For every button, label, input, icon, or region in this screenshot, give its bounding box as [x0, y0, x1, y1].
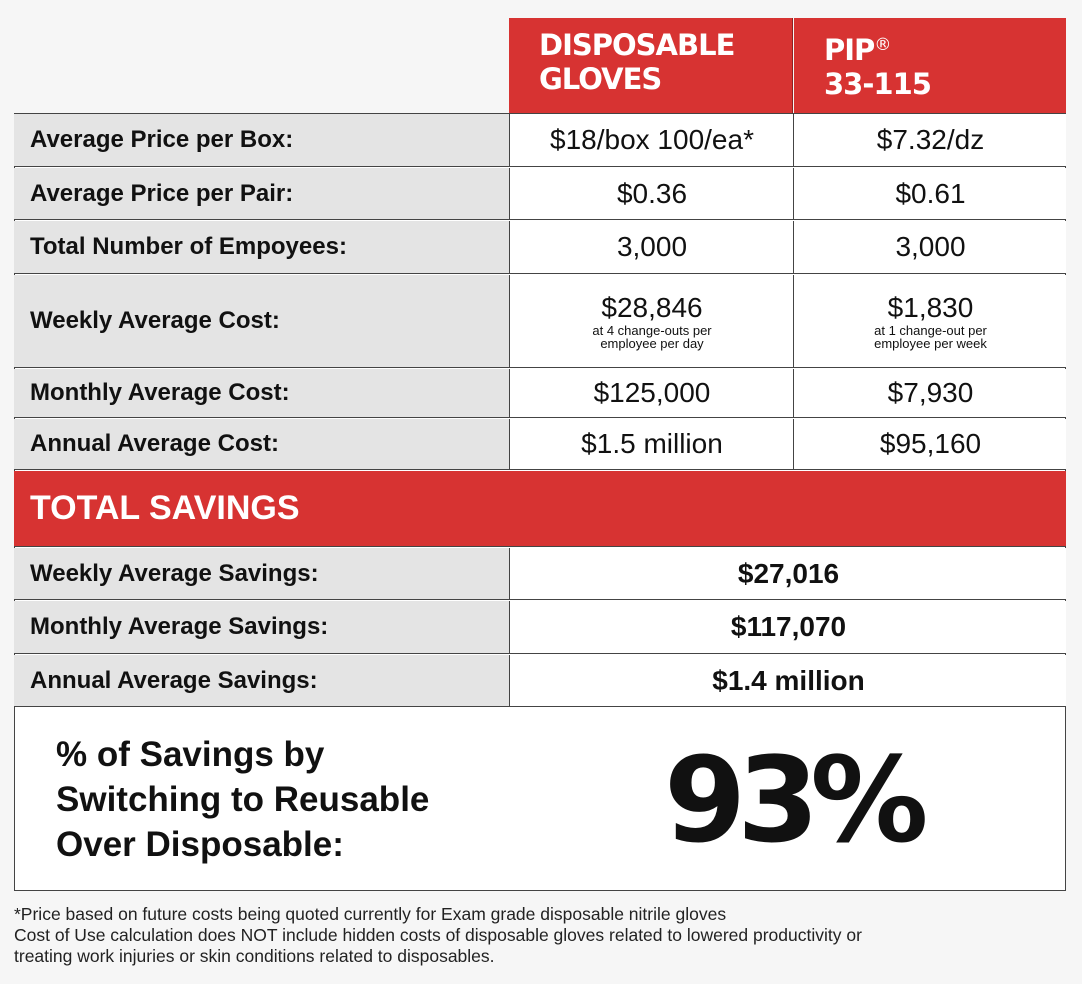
percent-label-line: Over Disposable: [56, 825, 344, 864]
table-row: Weekly Average Savings: $27,016 [14, 548, 1066, 600]
table-row: Weekly Average Cost: $28,846 at 4 change… [14, 275, 1066, 368]
disposable-weekly-note: at 4 change-outs per employee per day [592, 324, 711, 350]
table-row: Annual Average Savings: $1.4 million [14, 655, 1066, 707]
pip-value: $0.61 [795, 168, 1066, 219]
total-savings-title: TOTAL SAVINGS [30, 489, 300, 527]
disposable-value: 3,000 [511, 221, 794, 273]
footnotes: *Price based on future costs being quote… [14, 904, 1074, 967]
table-row: Average Price per Pair: $0.36 $0.61 [14, 168, 1066, 220]
percent-savings-value: 93% [664, 731, 928, 869]
disposable-employees: 3,000 [616, 231, 688, 262]
disposable-price-pair: $0.36 [616, 177, 688, 209]
table-row: Annual Average Cost: $1.5 million $95,16… [14, 419, 1066, 470]
row-label: Average Price per Box: [14, 114, 510, 166]
pip-value: 3,000 [795, 221, 1066, 273]
table-row: Monthly Average Cost: $125,000 $7,930 [14, 369, 1066, 418]
header-pip-33-115: PIP® 33-115 [794, 18, 1066, 113]
disposable-value: $1.5 million [511, 419, 794, 469]
disposable-annual-cost: $1.5 million [581, 428, 723, 459]
disposable-value: $0.36 [511, 168, 794, 219]
registered-mark: ® [874, 35, 892, 55]
header-pip-line2: 33-115 [824, 67, 932, 101]
pip-value: $95,160 [795, 419, 1066, 469]
disposable-value: $28,846 at 4 change-outs per employee pe… [511, 275, 794, 367]
pip-value: $7,930 [795, 369, 1066, 417]
header-disposable-line2: GLOVES [539, 62, 662, 96]
table-row: Total Number of Empoyees: 3,000 3,000 [14, 221, 1066, 274]
disposable-value: $125,000 [511, 369, 794, 417]
pip-value: $7.32/dz [795, 114, 1066, 166]
percent-label-line: % of Savings by [56, 735, 325, 774]
header-disposable-gloves: DISPOSABLE GLOVES [509, 18, 793, 113]
row-label: Total Number of Empoyees: [14, 221, 510, 273]
percent-savings-label: % of Savings by Switching to Reusable Ov… [56, 732, 516, 867]
percent-label-line: Switching to Reusable [56, 780, 430, 819]
total-savings-banner: TOTAL SAVINGS [14, 471, 1066, 547]
header-disposable-line1: DISPOSABLE [539, 28, 735, 62]
table-row: Monthly Average Savings: $117,070 [14, 601, 1066, 654]
note-line: at 1 change-out per [874, 323, 987, 338]
header-pip-line1: PIP [824, 33, 875, 67]
footnote-line: *Price based on future costs being quote… [14, 904, 727, 924]
row-label: Annual Average Savings: [14, 655, 510, 706]
footnote-line: Cost of Use calculation does NOT include… [14, 925, 862, 945]
annual-savings-value: $1.4 million [511, 655, 1066, 706]
row-label: Average Price per Pair: [14, 168, 510, 219]
disposable-price-box: $18/box 100/ea* [550, 124, 754, 155]
note-line: employee per week [874, 336, 987, 351]
row-label: Monthly Average Savings: [14, 601, 510, 653]
row-label: Annual Average Cost: [14, 419, 510, 469]
disposable-weekly-cost: $28,846 [601, 292, 703, 323]
pip-monthly-cost: $7,930 [887, 377, 974, 408]
disposable-value: $18/box 100/ea* [511, 114, 794, 166]
pip-value: $1,830 at 1 change-out per employee per … [795, 275, 1066, 367]
pip-employees: 3,000 [895, 231, 966, 262]
pip-weekly-cost: $1,830 [887, 292, 974, 323]
row-label: Weekly Average Cost: [14, 275, 510, 367]
pip-weekly-note: at 1 change-out per employee per week [874, 324, 987, 350]
pip-price-box: $7.32/dz [876, 124, 985, 155]
footnote-line: treating work injuries or skin condition… [14, 946, 495, 966]
note-line: at 4 change-outs per [592, 323, 712, 338]
pip-price-pair: $0.61 [895, 177, 966, 209]
weekly-savings-value: $27,016 [511, 548, 1066, 599]
table-row: Average Price per Box: $18/box 100/ea* $… [14, 114, 1066, 167]
monthly-savings-value: $117,070 [511, 601, 1066, 653]
row-label: Weekly Average Savings: [14, 548, 510, 599]
disposable-monthly-cost: $125,000 [593, 377, 711, 408]
row-label: Monthly Average Cost: [14, 369, 510, 417]
note-line: employee per day [600, 336, 704, 351]
pip-annual-cost: $95,160 [879, 428, 982, 459]
